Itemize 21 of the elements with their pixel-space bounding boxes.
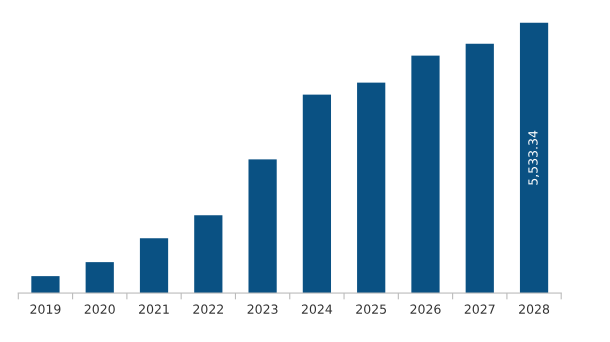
bar [357,82,386,294]
x-tick-label: 2025 [356,304,386,314]
x-tick-label: 2019 [30,304,60,314]
bar [140,238,168,294]
x-tick-label: 2024 [302,304,332,314]
bar [466,44,494,294]
bar [302,94,332,294]
x-tick-label: 2022 [193,304,223,314]
x-tick-label: 2028 [519,304,550,314]
bar [411,56,440,294]
bar [248,159,277,294]
x-tick-label: 2021 [139,304,169,314]
bar [31,276,60,294]
bar [86,262,114,294]
x-tick-label: 2026 [410,304,441,314]
bar [194,215,222,294]
x-tick-label: 2027 [464,304,495,314]
x-tick-label: 2020 [84,304,115,314]
bar [520,22,548,294]
x-tick-label: 2023 [248,304,278,314]
data-label: 5,533.34 [528,130,539,185]
